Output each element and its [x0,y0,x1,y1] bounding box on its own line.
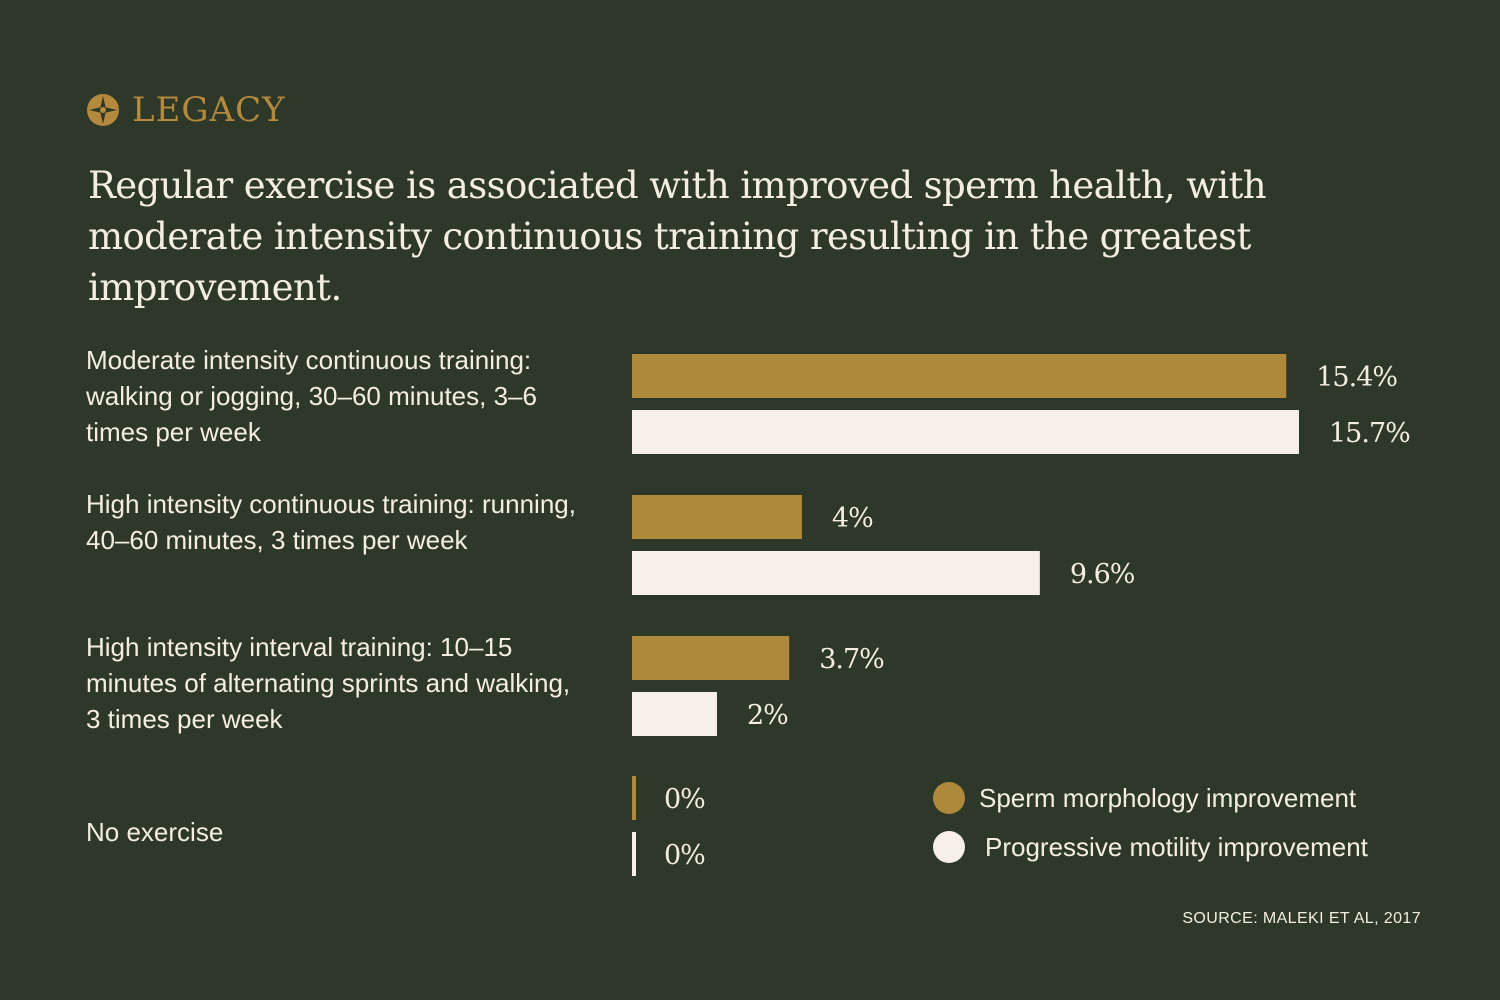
data-label-high-interval-morphology: 3.7% [819,644,884,675]
legend-swatch-morphology [933,782,965,814]
data-label-high-continuous-motility: 9.6% [1070,559,1135,590]
compass-star-icon [87,94,119,126]
bar-high-continuous-motility [632,551,1040,595]
brand-name: LEGACY [132,90,286,130]
legend-label-motility: Progressive motility improvement [985,832,1368,862]
category-label-no-exercise: No exercise [86,817,224,847]
category-label-moderate-continuous: Moderate intensity continuous training: … [86,345,537,447]
source-citation: SOURCE: MALEKI ET AL, 2017 [1182,910,1421,927]
data-label-no-exercise-morphology: 0% [664,784,705,815]
bar-moderate-continuous-motility [632,410,1299,454]
legend-swatch-motility [933,831,965,863]
category-label-high-interval: High intensity interval training: 10–15 … [86,632,571,734]
data-label-high-continuous-morphology: 4% [832,503,873,534]
bar-high-interval-morphology [632,636,790,680]
legend-item-motility: Progressive motility improvement [933,827,1368,867]
category-label-high-continuous: High intensity continuous training: runn… [86,489,576,555]
page-title: Regular exercise is associated with impr… [88,164,1267,309]
data-label-no-exercise-motility: 0% [664,840,705,871]
bar-high-interval-motility [632,692,717,736]
legend: Sperm morphology improvement Progressive… [933,778,1368,876]
bar-high-continuous-morphology [632,495,802,539]
data-label-moderate-continuous-motility: 15.7% [1329,418,1410,449]
legend-item-morphology: Sperm morphology improvement [933,778,1368,818]
legend-label-morphology: Sperm morphology improvement [979,783,1357,813]
data-label-high-interval-motility: 2% [747,700,788,731]
brand-logo: LEGACY [86,90,286,130]
data-label-moderate-continuous-morphology: 15.4% [1316,362,1397,393]
bar-no-exercise-motility [632,832,636,876]
bar-moderate-continuous-morphology [632,354,1287,398]
bar-no-exercise-morphology [632,776,636,820]
